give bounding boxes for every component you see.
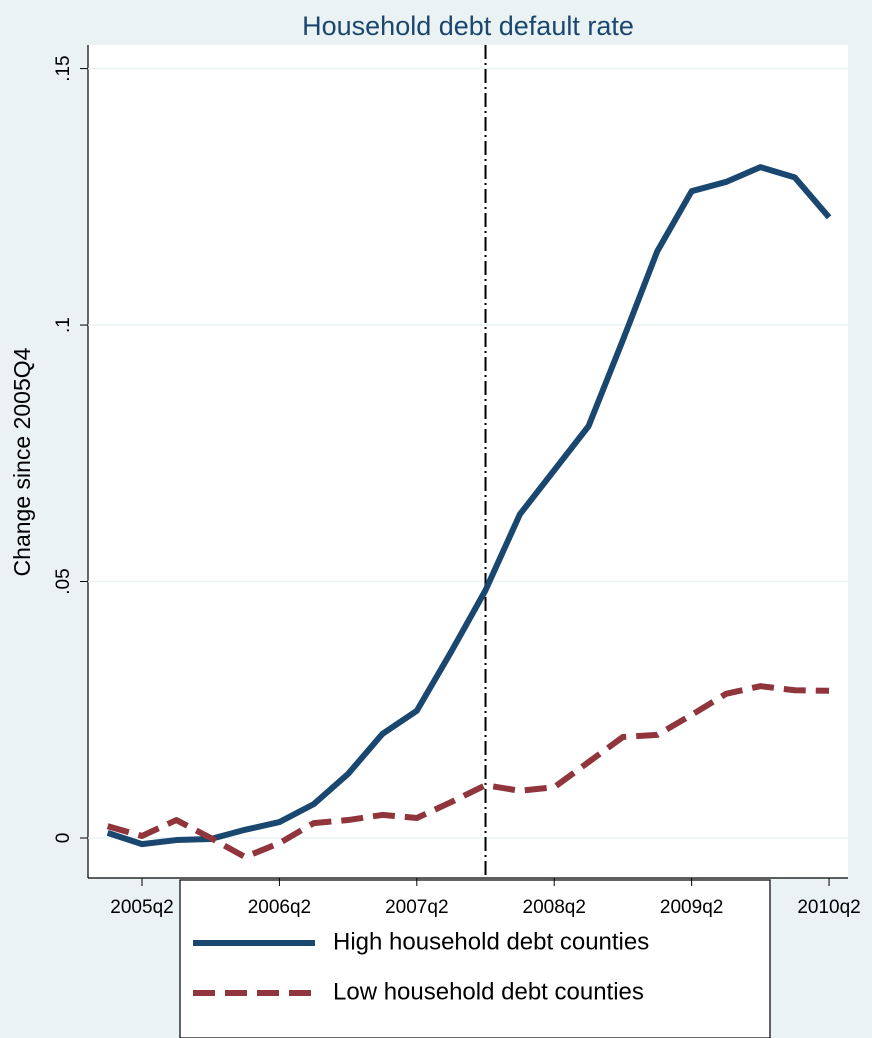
x-tick-label: 2007q2 <box>385 897 448 918</box>
y-tick-label: 0 <box>53 833 74 844</box>
x-tick-label: 2008q2 <box>523 897 586 918</box>
y-tick-label: .15 <box>53 55 74 81</box>
legend-label: Low household debt counties <box>333 978 644 1005</box>
y-axis-label: Change since 2005Q4 <box>9 347 35 576</box>
series-line <box>106 683 830 860</box>
legend-label: High household debt counties <box>333 928 649 955</box>
x-tick-label: 2006q2 <box>248 897 311 918</box>
legend <box>179 879 771 1038</box>
y-tick-label: .1 <box>53 317 74 333</box>
series-line <box>106 164 832 848</box>
chart-title: Household debt default rate <box>302 11 634 41</box>
y-tick-label: .05 <box>53 568 74 594</box>
x-tick-label: 2010q2 <box>797 897 860 918</box>
plot-area <box>88 45 848 878</box>
x-tick-label: 2005q2 <box>110 897 173 918</box>
x-tick-label: 2009q2 <box>660 897 723 918</box>
